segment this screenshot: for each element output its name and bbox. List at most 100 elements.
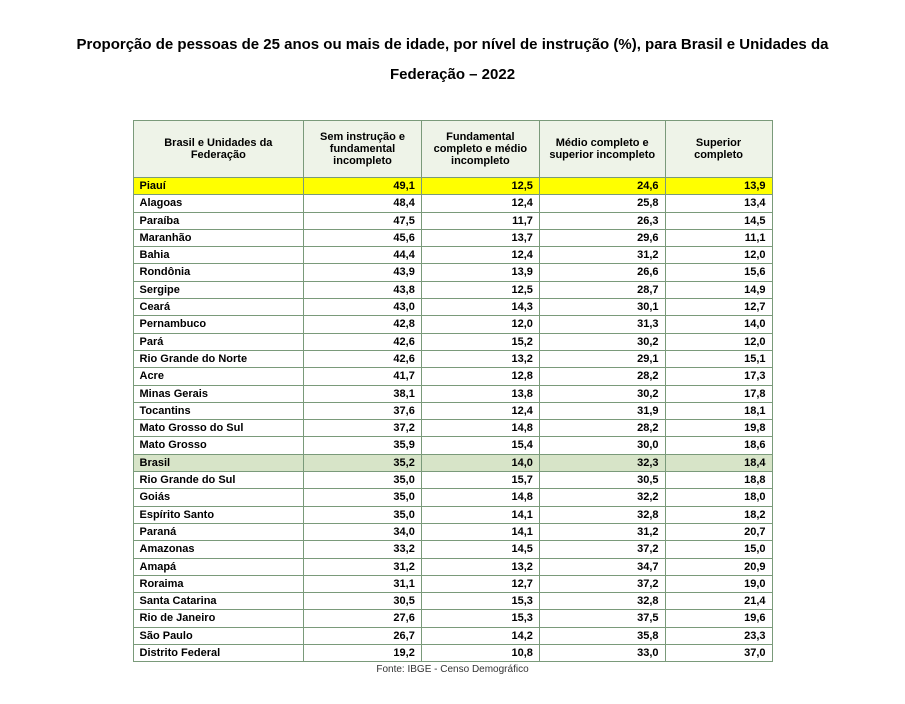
row-label: Santa Catarina bbox=[133, 593, 304, 610]
table-row: Amazonas33,214,537,215,0 bbox=[133, 541, 772, 558]
education-table-wrap: Brasil e Unidades da Federação Sem instr… bbox=[133, 120, 773, 675]
row-value: 48,4 bbox=[304, 195, 422, 212]
row-value: 14,2 bbox=[421, 627, 539, 644]
col-header-fundamental: Fundamental completo e médio incompleto bbox=[421, 121, 539, 178]
row-value: 14,1 bbox=[421, 523, 539, 540]
row-value: 26,3 bbox=[539, 212, 665, 229]
row-value: 42,6 bbox=[304, 333, 422, 350]
row-value: 15,7 bbox=[421, 472, 539, 489]
row-value: 14,1 bbox=[421, 506, 539, 523]
row-value: 30,5 bbox=[539, 472, 665, 489]
row-value: 12,4 bbox=[421, 247, 539, 264]
row-value: 13,4 bbox=[665, 195, 772, 212]
row-value: 12,0 bbox=[421, 316, 539, 333]
row-value: 28,2 bbox=[539, 420, 665, 437]
table-row: Bahia44,412,431,212,0 bbox=[133, 247, 772, 264]
row-label: Tocantins bbox=[133, 402, 304, 419]
row-value: 15,2 bbox=[421, 333, 539, 350]
row-label: Ceará bbox=[133, 299, 304, 316]
row-value: 31,3 bbox=[539, 316, 665, 333]
table-row: Rondônia43,913,926,615,6 bbox=[133, 264, 772, 281]
row-value: 19,0 bbox=[665, 575, 772, 592]
row-value: 42,8 bbox=[304, 316, 422, 333]
row-value: 35,8 bbox=[539, 627, 665, 644]
row-value: 32,2 bbox=[539, 489, 665, 506]
row-label: Distrito Federal bbox=[133, 645, 304, 662]
row-value: 45,6 bbox=[304, 229, 422, 246]
row-label: Amapá bbox=[133, 558, 304, 575]
row-value: 34,0 bbox=[304, 523, 422, 540]
row-value: 30,1 bbox=[539, 299, 665, 316]
row-value: 25,8 bbox=[539, 195, 665, 212]
table-row: Brasil35,214,032,318,4 bbox=[133, 454, 772, 471]
education-table: Brasil e Unidades da Federação Sem instr… bbox=[133, 120, 773, 662]
row-value: 13,8 bbox=[421, 385, 539, 402]
row-value: 19,2 bbox=[304, 645, 422, 662]
source-note: Fonte: IBGE - Censo Demográfico bbox=[133, 662, 773, 675]
row-value: 18,6 bbox=[665, 437, 772, 454]
row-value: 14,0 bbox=[665, 316, 772, 333]
row-value: 15,4 bbox=[421, 437, 539, 454]
row-value: 11,1 bbox=[665, 229, 772, 246]
row-label: Bahia bbox=[133, 247, 304, 264]
table-row: Minas Gerais38,113,830,217,8 bbox=[133, 385, 772, 402]
row-value: 42,6 bbox=[304, 350, 422, 367]
row-label: São Paulo bbox=[133, 627, 304, 644]
row-value: 12,0 bbox=[665, 333, 772, 350]
row-value: 43,0 bbox=[304, 299, 422, 316]
row-value: 31,2 bbox=[539, 247, 665, 264]
row-value: 37,6 bbox=[304, 402, 422, 419]
row-label: Rio de Janeiro bbox=[133, 610, 304, 627]
row-value: 12,7 bbox=[665, 299, 772, 316]
page-title: Proporção de pessoas de 25 anos ou mais … bbox=[53, 30, 853, 90]
row-value: 43,9 bbox=[304, 264, 422, 281]
row-value: 30,0 bbox=[539, 437, 665, 454]
row-label: Alagoas bbox=[133, 195, 304, 212]
table-row: Roraima31,112,737,219,0 bbox=[133, 575, 772, 592]
row-value: 15,1 bbox=[665, 350, 772, 367]
row-label: Roraima bbox=[133, 575, 304, 592]
table-row: Espírito Santo35,014,132,818,2 bbox=[133, 506, 772, 523]
table-row: Rio Grande do Sul35,015,730,518,8 bbox=[133, 472, 772, 489]
row-value: 15,6 bbox=[665, 264, 772, 281]
row-value: 18,2 bbox=[665, 506, 772, 523]
row-value: 19,8 bbox=[665, 420, 772, 437]
row-value: 30,5 bbox=[304, 593, 422, 610]
row-value: 30,2 bbox=[539, 333, 665, 350]
row-value: 43,8 bbox=[304, 281, 422, 298]
row-value: 33,0 bbox=[539, 645, 665, 662]
row-value: 13,7 bbox=[421, 229, 539, 246]
row-value: 26,7 bbox=[304, 627, 422, 644]
row-value: 19,6 bbox=[665, 610, 772, 627]
row-label: Goiás bbox=[133, 489, 304, 506]
table-row: Goiás35,014,832,218,0 bbox=[133, 489, 772, 506]
row-value: 33,2 bbox=[304, 541, 422, 558]
row-label: Espírito Santo bbox=[133, 506, 304, 523]
row-label: Rondônia bbox=[133, 264, 304, 281]
row-value: 17,8 bbox=[665, 385, 772, 402]
row-value: 29,1 bbox=[539, 350, 665, 367]
row-value: 13,2 bbox=[421, 558, 539, 575]
row-value: 12,5 bbox=[421, 281, 539, 298]
row-value: 49,1 bbox=[304, 178, 422, 195]
row-label: Brasil bbox=[133, 454, 304, 471]
table-row: Piauí49,112,524,613,9 bbox=[133, 178, 772, 195]
row-value: 12,0 bbox=[665, 247, 772, 264]
row-value: 20,7 bbox=[665, 523, 772, 540]
row-label: Sergipe bbox=[133, 281, 304, 298]
row-value: 38,1 bbox=[304, 385, 422, 402]
row-label: Paraíba bbox=[133, 212, 304, 229]
row-value: 13,9 bbox=[665, 178, 772, 195]
row-label: Amazonas bbox=[133, 541, 304, 558]
row-label: Pernambuco bbox=[133, 316, 304, 333]
col-header-superior: Superior completo bbox=[665, 121, 772, 178]
row-label: Acre bbox=[133, 368, 304, 385]
row-label: Rio Grande do Sul bbox=[133, 472, 304, 489]
row-label: Rio Grande do Norte bbox=[133, 350, 304, 367]
table-row: Alagoas48,412,425,813,4 bbox=[133, 195, 772, 212]
row-value: 32,8 bbox=[539, 506, 665, 523]
row-value: 17,3 bbox=[665, 368, 772, 385]
row-value: 23,3 bbox=[665, 627, 772, 644]
row-value: 35,0 bbox=[304, 472, 422, 489]
col-header-medio: Médio completo e superior incompleto bbox=[539, 121, 665, 178]
